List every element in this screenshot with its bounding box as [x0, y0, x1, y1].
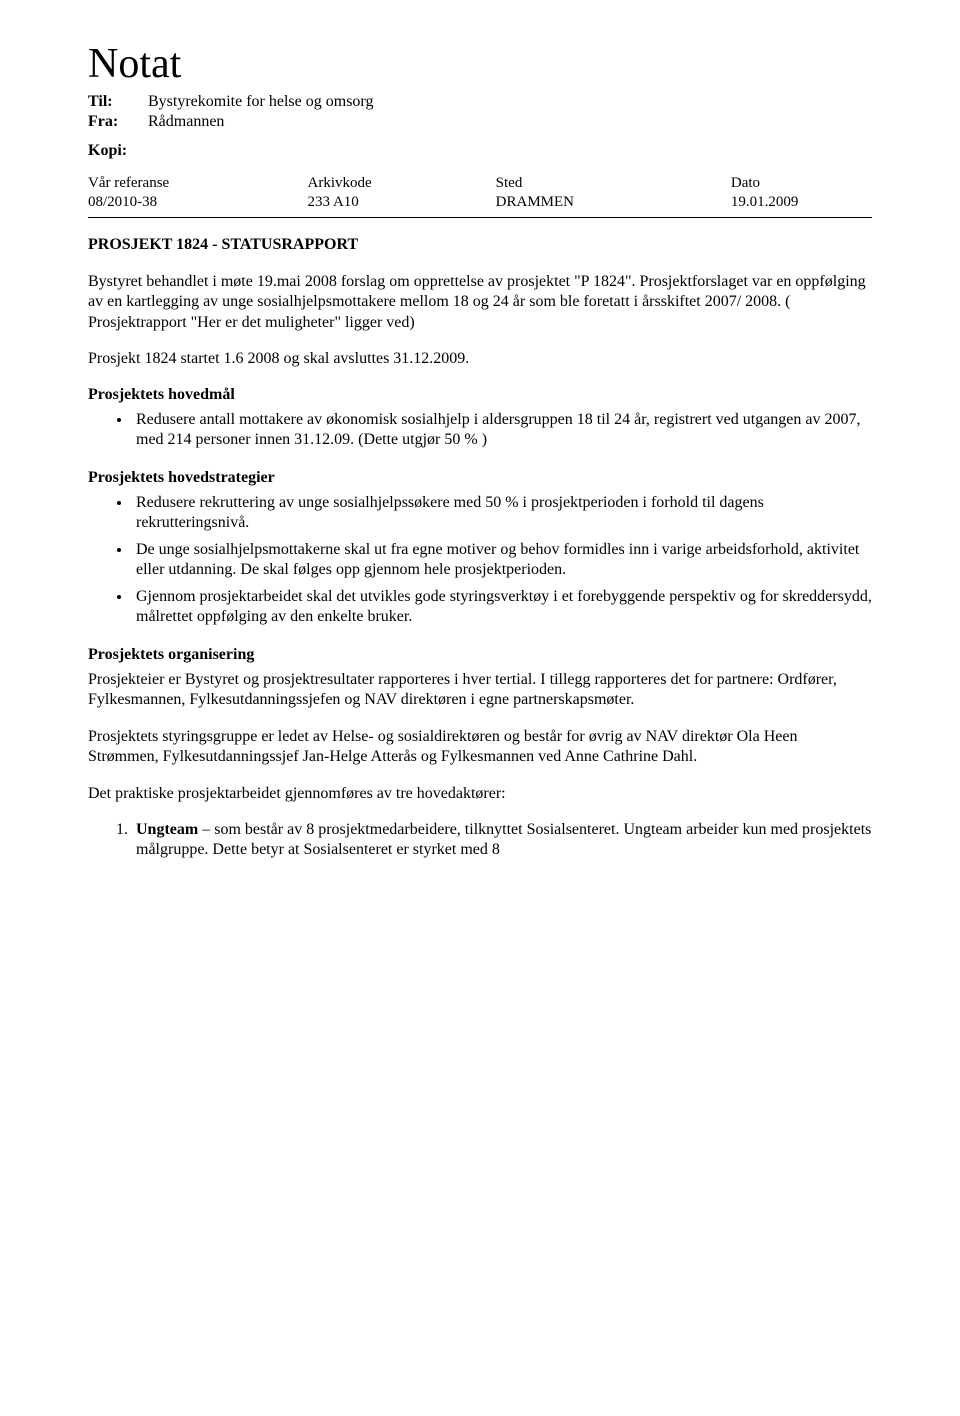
til-label: Til: — [88, 92, 148, 112]
ref-header-row: Vår referanse Arkivkode Sted Dato — [88, 175, 872, 194]
actors-list: Ungteam – som består av 8 prosjektmedarb… — [88, 820, 872, 861]
ref-col4-value: 19.01.2009 — [731, 194, 872, 213]
list-item: De unge sosialhjelpsmottakerne skal ut f… — [132, 540, 872, 581]
ref-col3-value: DRAMMEN — [496, 194, 731, 213]
hovedmal-list: Redusere antall mottakere av økonomisk s… — [88, 410, 872, 451]
ref-col2-header: Arkivkode — [308, 175, 496, 194]
fra-value: Rådmannen — [148, 112, 872, 132]
strategier-heading: Prosjektets hovedstrategier — [88, 469, 872, 487]
kopi-row: Kopi: — [88, 132, 872, 161]
organisering-heading: Prosjektets organisering — [88, 646, 872, 664]
ref-col1-value: 08/2010-38 — [88, 194, 308, 213]
fra-row: Fra: Rådmannen — [88, 112, 872, 132]
list-item: Redusere antall mottakere av økonomisk s… — [132, 410, 872, 451]
org-paragraph-2: Prosjektets styringsgruppe er ledet av H… — [88, 727, 872, 768]
ref-col2-value: 233 A10 — [308, 194, 496, 213]
strategier-list: Redusere rekruttering av unge sosialhjel… — [88, 493, 872, 628]
til-row: Til: Bystyrekomite for helse og omsorg — [88, 92, 872, 112]
kopi-value — [148, 132, 872, 161]
ref-col4-header: Dato — [731, 175, 872, 194]
kopi-label: Kopi: — [88, 132, 148, 161]
intro-paragraph-1: Bystyret behandlet i møte 19.mai 2008 fo… — [88, 272, 872, 333]
til-value: Bystyrekomite for helse og omsorg — [148, 92, 872, 112]
header-table: Til: Bystyrekomite for helse og omsorg F… — [88, 92, 872, 161]
intro-paragraph-2: Prosjekt 1824 startet 1.6 2008 og skal a… — [88, 349, 872, 369]
reference-table: Vår referanse Arkivkode Sted Dato 08/201… — [88, 175, 872, 213]
list-item: Ungteam – som består av 8 prosjektmedarb… — [132, 820, 872, 861]
main-title: PROSJEKT 1824 - STATUSRAPPORT — [88, 236, 872, 254]
actor-label: Ungteam — [136, 821, 198, 838]
list-item: Gjennom prosjektarbeidet skal det utvikl… — [132, 587, 872, 628]
doc-title: Notat — [88, 40, 872, 88]
ref-col3-header: Sted — [496, 175, 731, 194]
ref-col1-header: Vår referanse — [88, 175, 308, 194]
fra-label: Fra: — [88, 112, 148, 132]
ref-value-row: 08/2010-38 233 A10 DRAMMEN 19.01.2009 — [88, 194, 872, 213]
actor-text: – som består av 8 prosjektmedarbeidere, … — [136, 821, 871, 858]
hovedmal-heading: Prosjektets hovedmål — [88, 386, 872, 404]
document-page: Notat Til: Bystyrekomite for helse og om… — [0, 0, 960, 917]
org-paragraph-3: Det praktiske prosjektarbeidet gjennomfø… — [88, 784, 872, 804]
list-item: Redusere rekruttering av unge sosialhjel… — [132, 493, 872, 534]
divider — [88, 217, 872, 218]
org-paragraph-1: Prosjekteier er Bystyret og prosjektresu… — [88, 670, 872, 711]
